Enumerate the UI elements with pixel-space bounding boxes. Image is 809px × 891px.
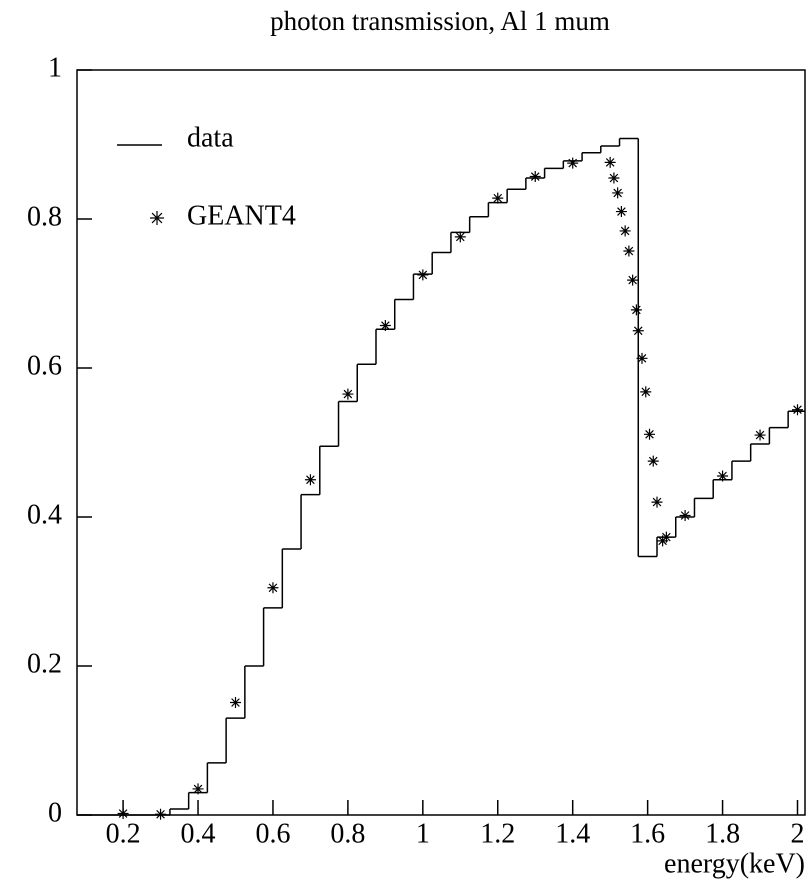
scatter-point xyxy=(379,320,391,332)
scatter-point xyxy=(632,325,644,337)
x-tick-label: 0.4 xyxy=(181,818,216,849)
x-tick-label: 1.8 xyxy=(705,818,740,849)
x-tick-label: 1.2 xyxy=(480,818,515,849)
y-tick-label: 1 xyxy=(48,52,62,83)
x-tick-label: 1.4 xyxy=(555,818,590,849)
scatter-point xyxy=(630,304,642,316)
scatter-point xyxy=(627,274,639,286)
x-tick-label: 2 xyxy=(791,818,805,849)
scatter-point xyxy=(640,386,652,398)
scatter-point xyxy=(342,388,354,400)
plot-frame xyxy=(76,69,806,816)
scatter-point xyxy=(612,187,624,199)
scatter-point xyxy=(529,171,541,183)
scatter-point xyxy=(792,404,804,416)
scatter-point xyxy=(604,156,616,168)
scatter-point xyxy=(192,783,204,795)
scatter-point xyxy=(567,157,579,169)
scatter-point xyxy=(229,697,241,709)
scatter-point xyxy=(647,455,659,467)
scatter-point xyxy=(619,225,631,237)
x-tick-label: 0.6 xyxy=(255,818,290,849)
scatter-point xyxy=(304,474,316,486)
legend-label: GEANT4 xyxy=(187,200,296,231)
scatter-point xyxy=(117,808,129,820)
scatter-point xyxy=(636,352,648,364)
chart-title: photon transmission, Al 1 mum xyxy=(270,6,610,36)
scatter-point xyxy=(155,808,167,820)
scatter-point xyxy=(492,192,504,204)
scatter-point xyxy=(660,531,672,543)
legend-label: data xyxy=(187,122,234,153)
scatter-point xyxy=(615,206,627,218)
y-tick-label: 0.8 xyxy=(27,201,62,232)
x-tick-label: 1 xyxy=(416,818,430,849)
scatter-point xyxy=(454,231,466,243)
x-tick-label: 0.8 xyxy=(330,818,365,849)
scatter-point xyxy=(608,172,620,184)
y-tick-label: 0.4 xyxy=(27,499,62,530)
legend-symbol xyxy=(150,211,164,225)
x-tick-label: 1.6 xyxy=(630,818,665,849)
scatter-point xyxy=(679,510,691,522)
scatter-point xyxy=(267,582,279,594)
scatter-point xyxy=(644,428,656,440)
scatter-point xyxy=(717,470,729,482)
y-tick-label: 0.6 xyxy=(27,350,62,381)
x-axis-label: energy(keV) xyxy=(664,848,805,879)
y-tick-label: 0.2 xyxy=(27,648,62,679)
scatter-point xyxy=(623,245,635,257)
scatter-point xyxy=(754,429,766,441)
y-tick-label: 0 xyxy=(48,797,62,828)
x-tick-label: 0.2 xyxy=(106,818,141,849)
scatter-point xyxy=(651,496,663,508)
scatter-point xyxy=(417,269,429,281)
